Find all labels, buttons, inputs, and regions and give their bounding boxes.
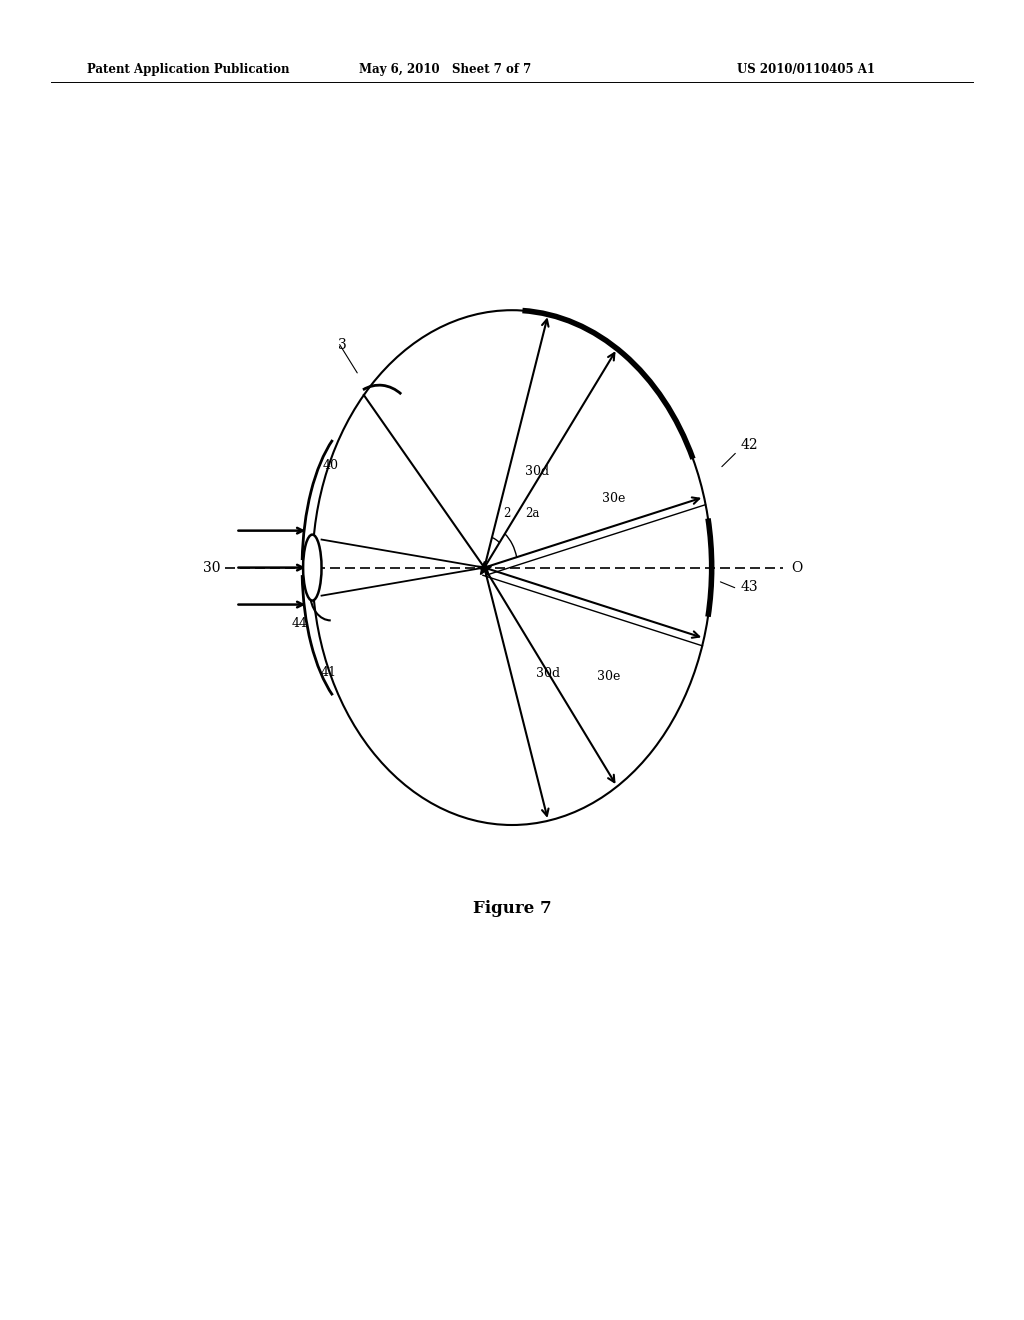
Text: O: O	[792, 561, 803, 574]
Text: 2: 2	[503, 507, 510, 520]
Text: Patent Application Publication: Patent Application Publication	[87, 63, 290, 77]
Text: 41: 41	[321, 665, 337, 678]
Text: 40: 40	[323, 458, 339, 471]
Text: 42: 42	[740, 438, 758, 451]
Text: Figure 7: Figure 7	[473, 900, 551, 917]
Text: 30e: 30e	[602, 491, 626, 504]
Text: US 2010/0110405 A1: US 2010/0110405 A1	[737, 63, 876, 77]
Text: 2a: 2a	[525, 507, 540, 520]
Ellipse shape	[303, 535, 322, 601]
Text: 44: 44	[291, 616, 307, 630]
Text: 30e: 30e	[597, 669, 621, 682]
Text: 30d: 30d	[536, 667, 560, 680]
Text: 30: 30	[203, 561, 220, 574]
Text: 3: 3	[338, 338, 347, 352]
Text: 43: 43	[740, 581, 758, 594]
Text: 30d: 30d	[525, 465, 550, 478]
Text: May 6, 2010   Sheet 7 of 7: May 6, 2010 Sheet 7 of 7	[359, 63, 531, 77]
